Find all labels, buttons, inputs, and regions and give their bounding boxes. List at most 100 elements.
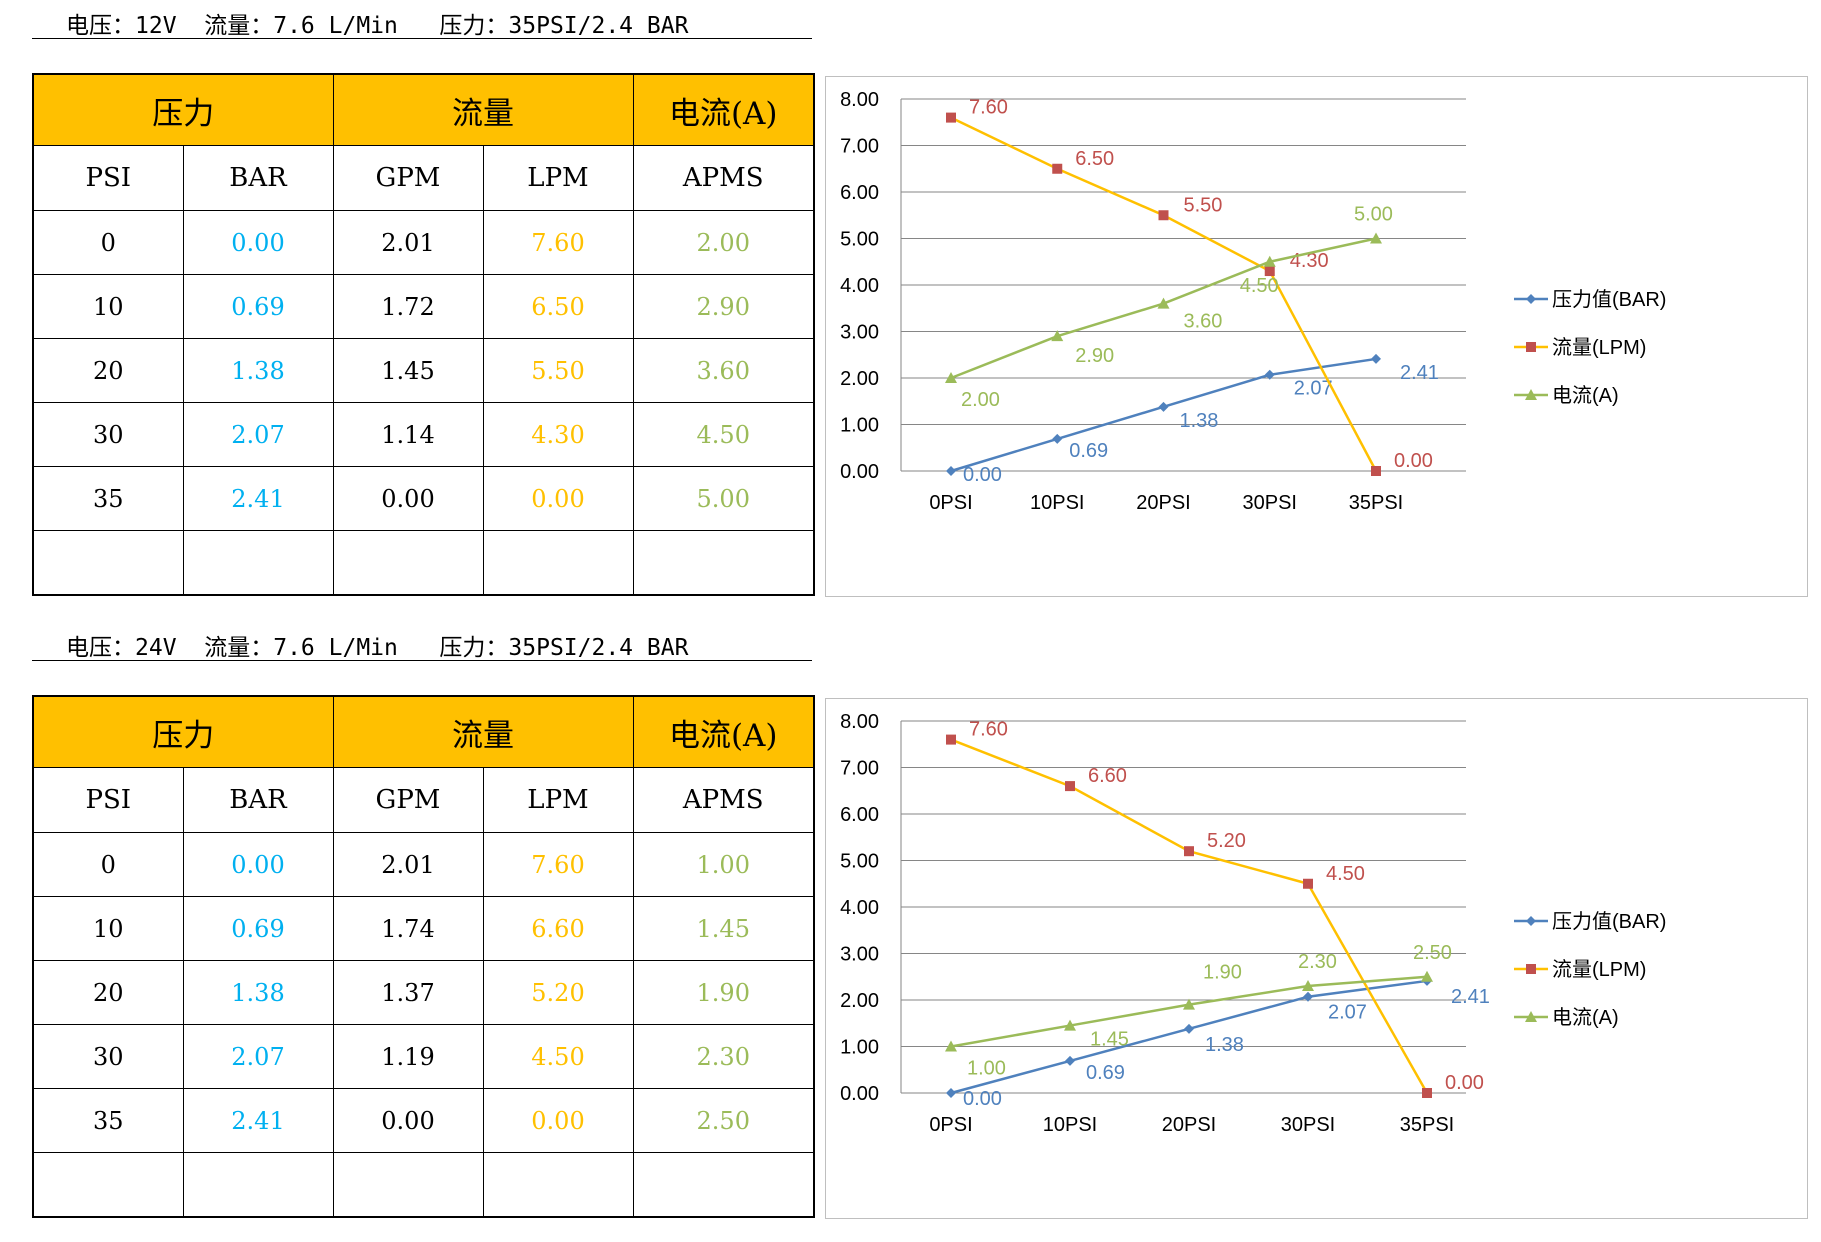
sub-header-lpm: LPM (482, 767, 634, 833)
data-label: 1.45 (1090, 1029, 1129, 1051)
data-point (1065, 1055, 1075, 1066)
data-label: 5.00 (1354, 204, 1393, 226)
cell-apms: 1.90 (632, 960, 815, 1025)
data-label: 6.60 (1088, 765, 1127, 787)
data-point (946, 1088, 956, 1098)
chart-svg: 0.00 1.00 2.00 3.00 4.00 5.00 6.00 7.00 8.00 0PSI… (840, 89, 1666, 514)
x-tick-label: 10PSI (1030, 492, 1084, 514)
section-heading: 电压：24V 流量：7.6 L/Min 压力：35PSI/2.4 BAR (66, 635, 689, 661)
cell-gpm: 2.01 (332, 210, 484, 275)
data-point (1065, 781, 1075, 792)
cell-lpm: 5.50 (482, 338, 634, 403)
group-header-current: 电流(A) (632, 73, 815, 146)
cell-gpm: 1.14 (332, 402, 484, 467)
data-label: 0.00 (963, 464, 1002, 486)
cell-lpm: 6.60 (482, 896, 634, 961)
cell-lpm: 0.00 (482, 1088, 634, 1153)
x-tick-label: 35PSI (1400, 1114, 1454, 1136)
x-tick-label: 0PSI (929, 1114, 972, 1136)
cell-apms: 2.00 (632, 210, 815, 275)
data-label: 0.00 (1445, 1072, 1484, 1094)
data-point (1051, 330, 1064, 342)
group-header-pressure: 压力 (32, 73, 334, 146)
x-tick-label: 10PSI (1043, 1114, 1097, 1136)
data-point (1183, 998, 1195, 1010)
y-tick-label: 6.00 (840, 182, 879, 204)
data-point (1263, 255, 1276, 267)
data-label: 2.90 (1075, 345, 1114, 367)
data-label: 1.38 (1180, 410, 1219, 432)
data-point (1422, 1088, 1432, 1098)
y-tick-label: 1.00 (840, 415, 879, 437)
table-row: 30 2.07 1.14 4.30 4.50 (32, 402, 815, 467)
heading-rule (32, 38, 812, 39)
data-label: 5.20 (1207, 830, 1246, 852)
cell-psi: 20 (32, 960, 184, 1025)
cell-gpm: 1.19 (332, 1024, 484, 1089)
cell-gpm: 1.72 (332, 274, 484, 339)
sub-header-gpm: GPM (332, 145, 484, 211)
data-label: 0.00 (963, 1088, 1002, 1110)
data-point (1421, 970, 1433, 982)
data-point (945, 1040, 957, 1052)
data-point (1264, 266, 1275, 277)
legend-marker (1526, 916, 1536, 926)
sub-header-bar: BAR (182, 767, 334, 833)
cell-apms: 3.60 (632, 338, 815, 403)
x-tick-label: 30PSI (1281, 1114, 1335, 1136)
data-point (1371, 353, 1381, 364)
data-label: 2.07 (1294, 378, 1333, 400)
y-tick-label: 0.00 (840, 461, 879, 483)
sub-header-psi: PSI (32, 145, 184, 211)
data-point (1302, 980, 1314, 992)
cell-apms: 1.45 (632, 896, 815, 961)
cell-apms: 2.30 (632, 1024, 815, 1089)
cell-psi: 30 (32, 1024, 184, 1089)
cell-bar: 2.07 (182, 1024, 334, 1089)
legend-entry: 电流(A) (1552, 384, 1619, 407)
legend-entry: 流量(LPM) (1552, 958, 1646, 981)
cell-apms: 4.50 (632, 402, 815, 467)
cell-lpm: 0.00 (482, 466, 634, 531)
cell-bar: 2.41 (182, 1088, 334, 1153)
data-label: 1.00 (967, 1058, 1006, 1080)
data-point (1371, 466, 1381, 476)
table-row: 10 0.69 1.74 6.60 1.45 (32, 896, 815, 961)
cell-apms: 2.50 (632, 1088, 815, 1153)
table-row: 20 1.38 1.45 5.50 3.60 (32, 338, 815, 403)
group-header-current: 电流(A) (632, 695, 815, 768)
group-header-flow: 流量 (332, 695, 634, 768)
cell-gpm: 1.37 (332, 960, 484, 1025)
legend-marker (1525, 389, 1537, 400)
data-point (945, 372, 957, 383)
y-tick-label: 3.00 (840, 944, 879, 966)
cell-psi: 35 (32, 1088, 184, 1153)
data-point (1264, 369, 1275, 380)
x-tick-label: 20PSI (1136, 492, 1190, 514)
y-tick-label: 2.00 (840, 990, 879, 1012)
cell-psi: 0 (32, 832, 184, 897)
data-label: 4.50 (1240, 275, 1279, 297)
x-tick-label: 0PSI (929, 492, 972, 514)
series-line (950, 738, 1429, 1094)
table-row: 10 0.69 1.72 6.50 2.90 (32, 274, 815, 339)
data-label: 5.50 (1184, 194, 1223, 216)
legend-marker (1526, 964, 1536, 974)
y-tick-label: 8.00 (840, 89, 879, 111)
y-tick-label: 4.00 (840, 897, 879, 919)
series-line (950, 979, 1428, 1095)
data-label: 2.41 (1451, 986, 1490, 1008)
y-tick-label: 1.00 (840, 1037, 879, 1059)
section-heading: 电压：12V 流量：7.6 L/Min 压力：35PSI/2.4 BAR (66, 13, 689, 39)
cell-gpm: 2.01 (332, 832, 484, 897)
cell-bar: 0.00 (182, 832, 334, 897)
data-label: 1.90 (1203, 962, 1242, 984)
cell-psi: 30 (32, 402, 184, 467)
cell-lpm: 7.60 (482, 832, 634, 897)
legend-entry: 电流(A) (1552, 1006, 1619, 1029)
cell-psi: 10 (32, 896, 184, 961)
data-label: 0.69 (1086, 1062, 1125, 1084)
sub-header-apms: APMS (632, 145, 815, 211)
line-chart-12v: 0.00 1.00 2.00 3.00 4.00 5.00 6.00 7.00 8.00 0PSI… (825, 76, 1808, 597)
cell-lpm: 4.30 (482, 402, 634, 467)
